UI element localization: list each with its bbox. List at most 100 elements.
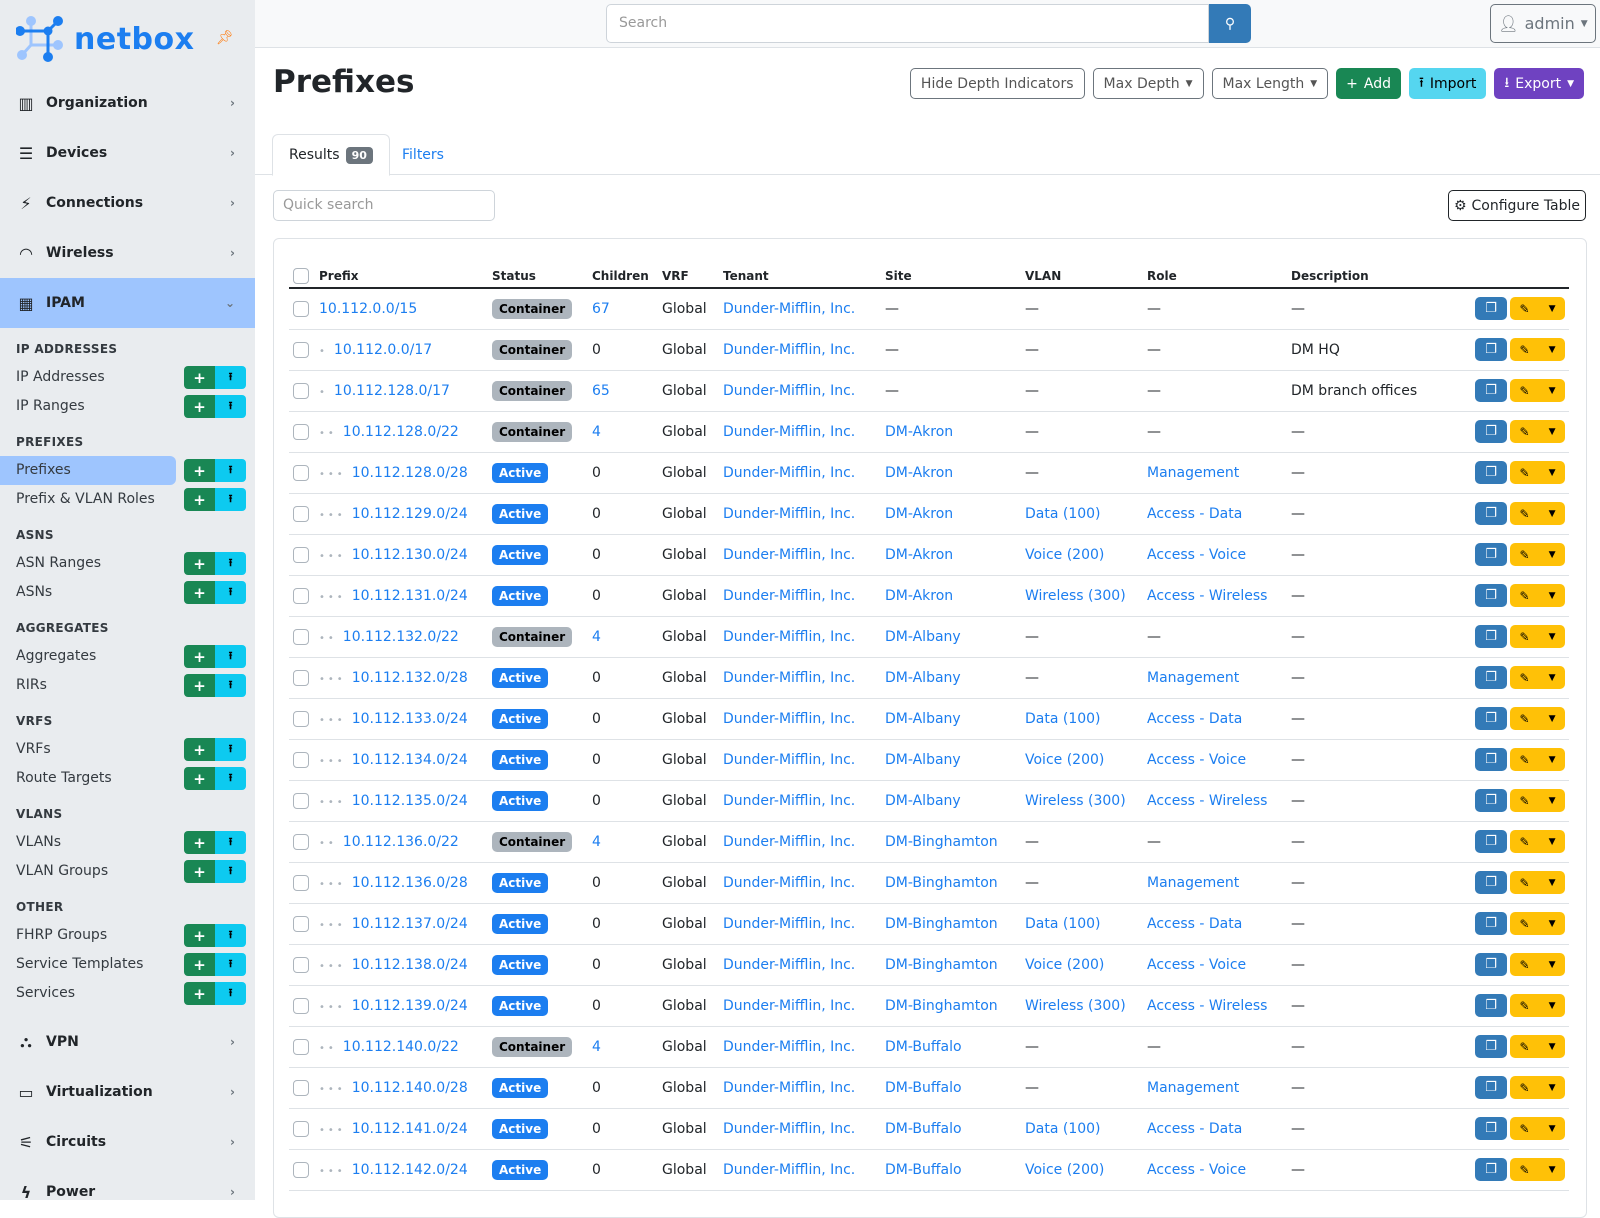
add-icon[interactable]: +: [184, 488, 215, 511]
select-all-checkbox[interactable]: [293, 268, 309, 284]
role-value[interactable]: Access - Voice: [1147, 546, 1247, 563]
upload-icon[interactable]: ⭱: [215, 488, 246, 511]
caret-down-icon[interactable]: ▼: [1548, 877, 1556, 888]
add-icon[interactable]: +: [184, 674, 215, 697]
tenant-value[interactable]: Dunder-Mifflin, Inc.: [723, 751, 856, 768]
sidebar-link[interactable]: Prefix & VLAN Roles: [16, 491, 155, 507]
row-checkbox[interactable]: [293, 833, 309, 850]
role-value[interactable]: Access - Data: [1147, 710, 1243, 727]
tenant-value[interactable]: Dunder-Mifflin, Inc.: [723, 382, 856, 399]
quick-search-input[interactable]: Quick search: [273, 190, 495, 221]
column-header-vlan[interactable]: VLAN: [1025, 259, 1147, 289]
clone-button[interactable]: ❐: [1475, 338, 1507, 361]
site-value[interactable]: DM-Buffalo: [885, 1120, 962, 1137]
sidebar-link[interactable]: VRFs: [16, 741, 51, 757]
site-value[interactable]: DM-Akron: [885, 505, 954, 522]
prefix-link[interactable]: 10.112.135.0/24: [351, 792, 468, 809]
role-value[interactable]: Access - Wireless: [1147, 587, 1268, 604]
prefix-link[interactable]: 10.112.136.0/28: [351, 874, 468, 891]
prefix-link[interactable]: 10.112.134.0/24: [351, 751, 468, 768]
menu-ipam[interactable]: ▦ IPAM ⌄: [0, 278, 255, 328]
global-search-input[interactable]: Search: [606, 4, 1209, 43]
clone-button[interactable]: ❐: [1475, 502, 1507, 525]
edit-button[interactable]: ✎ ▼: [1510, 420, 1565, 443]
caret-down-icon[interactable]: ▼: [1548, 549, 1556, 560]
vlan-value[interactable]: Wireless (300): [1025, 792, 1126, 809]
export-button[interactable]: ⭳ Export ▼: [1494, 68, 1584, 99]
clone-button[interactable]: ❐: [1475, 748, 1507, 771]
tenant-value[interactable]: Dunder-Mifflin, Inc.: [723, 1079, 856, 1096]
row-checkbox[interactable]: [293, 1038, 309, 1055]
menu-connections[interactable]: ⚡︎ Connections ›: [0, 178, 255, 228]
children-value[interactable]: 4: [592, 1038, 601, 1055]
row-checkbox[interactable]: [293, 1120, 309, 1137]
caret-down-icon[interactable]: ▼: [1548, 795, 1556, 806]
edit-button[interactable]: ✎ ▼: [1510, 830, 1565, 853]
row-checkbox[interactable]: [293, 751, 309, 768]
site-value[interactable]: DM-Akron: [885, 587, 954, 604]
sidebar-link[interactable]: Services: [16, 985, 76, 1001]
add-icon[interactable]: +: [184, 581, 215, 604]
sidebar-link[interactable]: VLAN Groups: [16, 863, 109, 879]
prefix-link[interactable]: 10.112.128.0/17: [333, 382, 450, 399]
row-checkbox[interactable]: [293, 300, 309, 317]
menu-power[interactable]: ϟ Power ›: [0, 1167, 255, 1201]
clone-button[interactable]: ❐: [1475, 584, 1507, 607]
edit-button[interactable]: ✎ ▼: [1510, 748, 1565, 771]
prefix-link[interactable]: 10.112.0.0/15: [319, 300, 418, 317]
caret-down-icon[interactable]: ▼: [1548, 959, 1556, 970]
configure-table-button[interactable]: ⚙ Configure Table: [1448, 190, 1586, 221]
site-value[interactable]: DM-Albany: [885, 669, 961, 686]
row-checkbox[interactable]: [293, 669, 309, 686]
caret-down-icon[interactable]: ▼: [1548, 508, 1556, 519]
edit-button[interactable]: ✎ ▼: [1510, 502, 1565, 525]
tenant-value[interactable]: Dunder-Mifflin, Inc.: [723, 915, 856, 932]
site-value[interactable]: DM-Binghamton: [885, 833, 998, 850]
sidebar-link[interactable]: ASNs: [16, 584, 53, 600]
vlan-value[interactable]: Voice (200): [1025, 751, 1105, 768]
sidebar-link[interactable]: IP Ranges: [16, 398, 85, 414]
add-icon[interactable]: +: [184, 860, 215, 883]
caret-down-icon[interactable]: ▼: [1548, 1041, 1556, 1052]
edit-button[interactable]: ✎ ▼: [1510, 297, 1565, 321]
prefix-link[interactable]: 10.112.128.0/22: [342, 423, 459, 440]
upload-icon[interactable]: ⭱: [215, 953, 246, 976]
site-value[interactable]: DM-Binghamton: [885, 997, 998, 1014]
clone-button[interactable]: ❐: [1475, 666, 1507, 689]
caret-down-icon[interactable]: ▼: [1548, 467, 1556, 478]
site-value[interactable]: DM-Binghamton: [885, 915, 998, 932]
tenant-value[interactable]: Dunder-Mifflin, Inc.: [723, 300, 856, 317]
upload-icon[interactable]: ⭱: [215, 395, 246, 418]
search-button[interactable]: ⚲: [1209, 4, 1251, 43]
tenant-value[interactable]: Dunder-Mifflin, Inc.: [723, 423, 856, 440]
row-checkbox[interactable]: [293, 587, 309, 604]
add-icon[interactable]: +: [184, 366, 215, 389]
prefix-link[interactable]: 10.112.140.0/28: [351, 1079, 468, 1096]
row-checkbox[interactable]: [293, 546, 309, 563]
clone-button[interactable]: ❐: [1475, 953, 1507, 976]
clone-button[interactable]: ❐: [1475, 707, 1507, 730]
row-checkbox[interactable]: [293, 915, 309, 932]
sidebar-link[interactable]: Aggregates: [16, 648, 97, 664]
user-menu-button[interactable]: 👤︎ admin ▼: [1490, 4, 1596, 43]
column-header-prefix[interactable]: Prefix: [313, 259, 492, 289]
site-value[interactable]: DM-Albany: [885, 628, 961, 645]
edit-button[interactable]: ✎ ▼: [1510, 379, 1565, 402]
prefix-link[interactable]: 10.112.132.0/28: [351, 669, 468, 686]
sidebar-link[interactable]: Prefixes: [0, 456, 176, 485]
tenant-value[interactable]: Dunder-Mifflin, Inc.: [723, 628, 856, 645]
row-checkbox[interactable]: [293, 628, 309, 645]
role-value[interactable]: Access - Wireless: [1147, 997, 1268, 1014]
row-checkbox[interactable]: [293, 997, 309, 1014]
tab-filters[interactable]: Filters: [386, 134, 460, 175]
children-value[interactable]: 67: [592, 300, 610, 317]
site-value[interactable]: DM-Buffalo: [885, 1079, 962, 1096]
prefix-link[interactable]: 10.112.136.0/22: [342, 833, 459, 850]
menu-devices[interactable]: ☰ Devices ›: [0, 128, 255, 178]
edit-button[interactable]: ✎ ▼: [1510, 625, 1565, 648]
tenant-value[interactable]: Dunder-Mifflin, Inc.: [723, 956, 856, 973]
upload-icon[interactable]: ⭱: [215, 860, 246, 883]
add-icon[interactable]: +: [184, 953, 215, 976]
tenant-value[interactable]: Dunder-Mifflin, Inc.: [723, 792, 856, 809]
clone-button[interactable]: ❐: [1475, 830, 1507, 853]
